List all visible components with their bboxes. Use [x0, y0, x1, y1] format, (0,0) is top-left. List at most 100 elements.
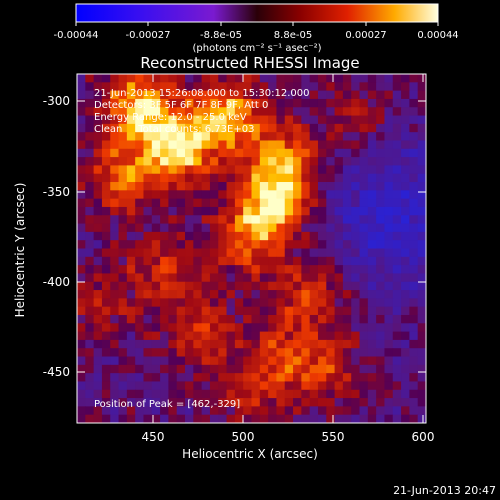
heatmap-cell [93, 240, 103, 249]
heatmap-cell [317, 115, 327, 125]
heatmap-cell [417, 98, 427, 108]
heatmap-cell [160, 90, 169, 100]
heatmap-cell [268, 290, 277, 299]
heatmap-cell [326, 314, 336, 324]
heatmap-cell [268, 306, 277, 316]
heatmap-cell [326, 306, 336, 316]
heatmap-cell [209, 356, 219, 366]
heatmap-cell [342, 348, 352, 358]
heatmap-cell [409, 148, 419, 158]
heatmap-cell [259, 248, 269, 258]
heatmap-cell [226, 157, 236, 166]
heatmap-cell [293, 273, 302, 283]
heatmap-cell [259, 314, 269, 324]
heatmap-cell [243, 240, 252, 249]
heatmap-cell [93, 115, 103, 125]
heatmap-cell [234, 314, 244, 324]
heatmap-cell [409, 373, 419, 382]
heatmap-cell [342, 364, 352, 374]
heatmap-cell [384, 190, 394, 200]
heatmap-cell [126, 231, 136, 241]
heatmap-cell [176, 248, 186, 258]
heatmap-cell [77, 123, 86, 133]
heatmap-cell [176, 165, 186, 175]
heatmap-cell [392, 306, 402, 316]
heatmap-cell [268, 123, 277, 133]
heatmap-cell [359, 364, 369, 374]
heatmap-cell [317, 165, 327, 175]
heatmap-cell [384, 248, 394, 258]
heatmap-cell [118, 281, 128, 291]
heatmap-cell [384, 140, 394, 150]
heatmap-cell [384, 339, 394, 349]
heatmap-cell [185, 98, 194, 108]
heatmap-cell [392, 398, 402, 407]
heatmap-cell [342, 107, 352, 117]
heatmap-cell [176, 389, 186, 399]
heatmap-cell [143, 273, 153, 283]
heatmap-cell [101, 348, 111, 358]
heatmap-cell [334, 231, 344, 241]
heatmap-cell [326, 140, 336, 150]
heatmap-cell [201, 182, 211, 191]
heatmap-cell [334, 298, 344, 308]
heatmap-cell [151, 414, 161, 424]
heatmap-cell [135, 364, 144, 374]
heatmap-cell [218, 82, 228, 92]
heatmap-cell [367, 90, 377, 100]
heatmap-cell [193, 298, 203, 308]
heatmap-cell [276, 248, 286, 258]
heatmap-cell [226, 248, 236, 258]
heatmap-cell [151, 364, 161, 374]
heatmap-cell [417, 123, 427, 133]
heatmap-cell [317, 157, 327, 166]
heatmap-cell [359, 414, 369, 424]
heatmap-cell [301, 339, 311, 349]
heatmap-cell [243, 90, 252, 100]
heatmap-cell [342, 389, 352, 399]
heatmap-cell [218, 107, 228, 117]
heatmap-cell [351, 373, 361, 382]
heatmap-cell [326, 389, 336, 399]
heatmap-cell [392, 381, 402, 391]
heatmap-cell [259, 223, 269, 233]
heatmap-cell [301, 115, 311, 125]
heatmap-cell [251, 265, 261, 274]
heatmap-cell [160, 206, 169, 216]
heatmap-cell [110, 74, 120, 83]
peak-position-label: Position of Peak = [462,-329] [94, 399, 240, 410]
heatmap-cell [367, 123, 377, 133]
heatmap-cell [101, 165, 111, 175]
heatmap-cell [110, 90, 120, 100]
heatmap-cell [284, 123, 294, 133]
heatmap-cell [201, 223, 211, 233]
heatmap-cell [409, 331, 419, 341]
heatmap-cell [218, 290, 228, 299]
info-detectors: Detectors: 3F 5F 6F 7F 8F 9F, Att 0 [94, 100, 268, 111]
heatmap-cell [301, 173, 311, 183]
heatmap-cell [384, 132, 394, 141]
heatmap-cell [126, 298, 136, 308]
heatmap-cell [218, 173, 228, 183]
heatmap-cell [301, 381, 311, 391]
heatmap-cell [160, 140, 169, 150]
heatmap-cell [268, 314, 277, 324]
heatmap-cell [392, 323, 402, 333]
heatmap-cell [351, 115, 361, 125]
heatmap-cell [417, 389, 427, 399]
colorbar-unit-label: (photons cm⁻² s⁻¹ asec⁻²) [192, 43, 321, 54]
heatmap-cell [185, 215, 194, 225]
heatmap-cell [226, 123, 236, 133]
heatmap-cell [359, 240, 369, 249]
heatmap-cell [326, 223, 336, 233]
heatmap-cell [259, 198, 269, 208]
heatmap-cell [185, 74, 194, 83]
heatmap-cell [392, 339, 402, 349]
heatmap-cell [234, 132, 244, 141]
heatmap-cell [293, 115, 302, 125]
heatmap-cell [151, 132, 161, 141]
heatmap-cell [234, 356, 244, 366]
heatmap-cell [126, 74, 136, 83]
heatmap-cell [268, 74, 277, 83]
heatmap-cell [359, 115, 369, 125]
